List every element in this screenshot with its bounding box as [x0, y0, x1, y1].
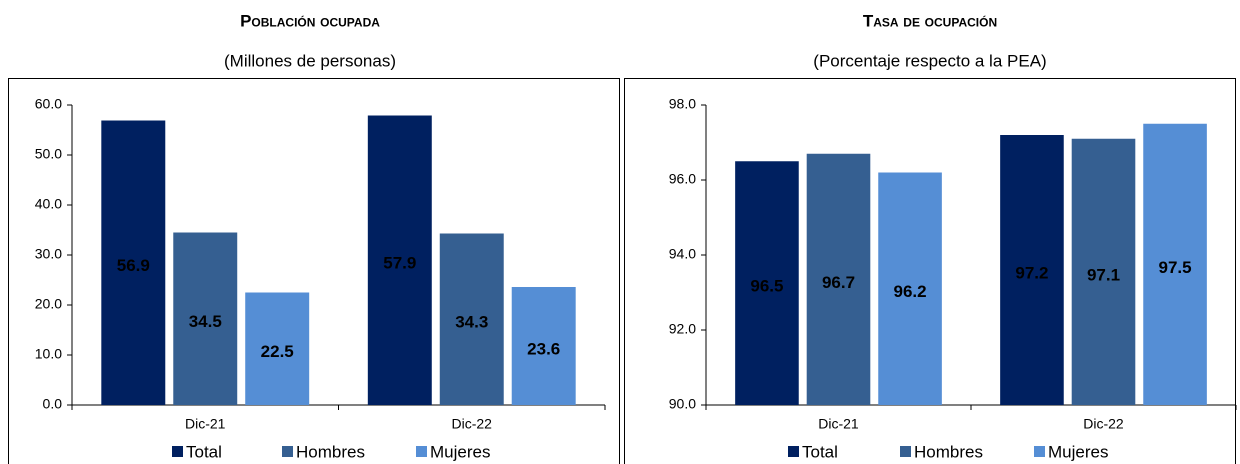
bar [1143, 123, 1207, 405]
value-label: 97.5 [1159, 258, 1192, 277]
legend-label: Hombres [914, 442, 983, 461]
bar [173, 232, 238, 405]
legend-swatch [172, 446, 183, 457]
legend-swatch [1034, 446, 1045, 457]
value-label: 57.9 [383, 254, 416, 273]
bar [439, 233, 504, 405]
x-tick-label: Dic-21 [818, 416, 859, 432]
value-label: 22.5 [261, 342, 294, 361]
x-tick-label: Dic-22 [1083, 416, 1124, 432]
y-tick-label: 96.0 [669, 171, 696, 187]
legend-swatch [416, 446, 427, 457]
y-tick-label: 40.0 [35, 196, 62, 212]
bar [245, 292, 310, 405]
frame [8, 78, 620, 464]
x-tick-label: Dic-21 [185, 416, 226, 432]
bar [101, 120, 166, 405]
y-tick-label: 20.0 [35, 296, 62, 312]
chart-subtitle: (Porcentaje respecto a la PEA) [813, 51, 1046, 70]
value-label: 56.9 [117, 256, 150, 275]
value-label: 34.5 [189, 312, 222, 331]
legend-swatch [788, 446, 799, 457]
chart-title: Tasa de ocupación [863, 11, 997, 30]
value-label: 97.2 [1015, 263, 1048, 282]
y-tick-label: 98.0 [669, 96, 696, 112]
y-tick-label: 60.0 [35, 96, 62, 112]
y-tick-label: 92.0 [669, 321, 696, 337]
y-tick-label: 94.0 [669, 246, 696, 262]
chart-title: Población ocupada [240, 11, 380, 30]
frame [624, 78, 1236, 464]
value-label: 97.1 [1087, 265, 1120, 284]
value-label: 23.6 [527, 339, 560, 358]
value-label: 96.5 [750, 277, 783, 296]
y-tick-label: 0.0 [43, 396, 63, 412]
bar [878, 172, 942, 405]
legend-label: Mujeres [1048, 442, 1108, 461]
legend-swatch [900, 446, 911, 457]
y-tick-label: 30.0 [35, 246, 62, 262]
legend-swatch [282, 446, 293, 457]
chart-subtitle: (Millones de personas) [224, 51, 396, 70]
legend-label: Total [802, 442, 838, 461]
legend-label: Total [186, 442, 222, 461]
legend-label: Hombres [296, 442, 365, 461]
bar [367, 115, 432, 405]
value-label: 96.7 [822, 273, 855, 292]
value-label: 96.2 [894, 282, 927, 301]
y-tick-label: 10.0 [35, 346, 62, 362]
y-tick-label: 50.0 [35, 146, 62, 162]
bar [806, 153, 871, 405]
bar [511, 287, 576, 405]
bar [1071, 138, 1136, 405]
y-tick-label: 90.0 [669, 396, 696, 412]
x-tick-label: Dic-22 [452, 416, 493, 432]
bar [1000, 135, 1064, 405]
bar [735, 161, 799, 405]
legend-label: Mujeres [430, 442, 490, 461]
value-label: 34.3 [455, 313, 488, 332]
